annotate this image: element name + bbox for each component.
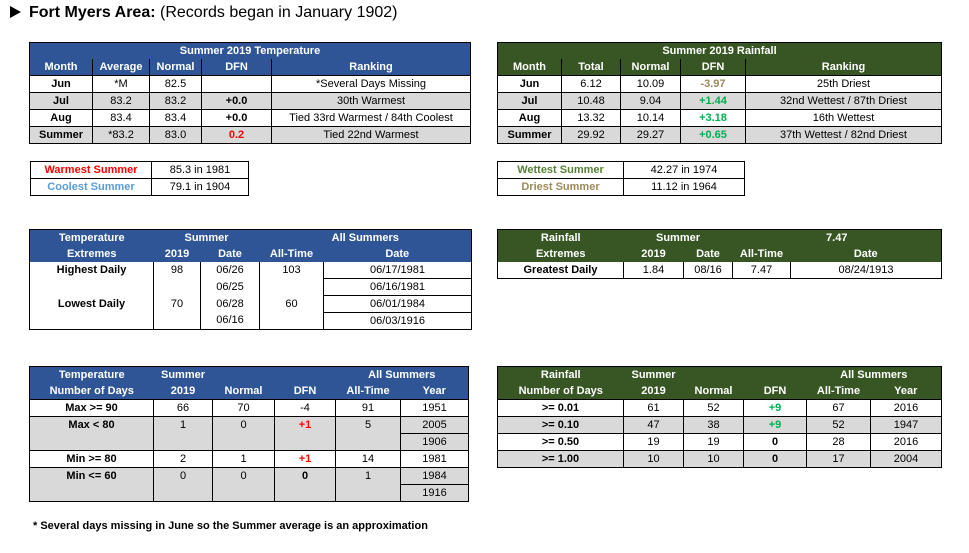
table-row: >= 0.01 61 52 +9 67 2016 (497, 399, 942, 417)
table-row: Driest Summer 11.12 in 1964 (497, 178, 745, 196)
page-title: Fort Myers Area: (Records began in Janua… (10, 4, 398, 22)
warmest-summer-value: 85.3 in 1981 (151, 161, 249, 179)
table-row: Jun *M 82.5 *Several Days Missing (29, 75, 471, 93)
summer-rainfall-caption: Summer 2019 Rainfall (497, 42, 942, 59)
triangle-bullet-icon (10, 6, 21, 18)
table-row: Lowest Daily 70 06/28 60 06/01/1984 (29, 295, 472, 313)
table-row: Min <= 60 0 0 0 1 1984 (29, 467, 469, 485)
temperature-days-table: Temperature Summer All Summers Number of… (29, 366, 469, 502)
table-row: 06/16 06/03/1916 (29, 312, 472, 330)
wettest-summer-label: Wettest Summer (497, 161, 624, 179)
table-row: Coolest Summer 79.1 in 1904 (30, 178, 249, 196)
driest-summer-label: Driest Summer (497, 178, 624, 196)
table-row: Jun 6.12 10.09 -3.97 25th Driest (497, 75, 942, 93)
col-ranking: Ranking (271, 59, 471, 76)
table-row: 1906 (29, 433, 469, 451)
summer-temperature-table: Summer 2019 Temperature Month Average No… (29, 42, 471, 144)
col-month: Month (29, 59, 93, 76)
summer-temperature-caption: Summer 2019 Temperature (29, 42, 471, 59)
table-row: Summer *83.2 83.0 0.2 Tied 22nd Warmest (29, 126, 471, 144)
rainfall-extremes-table: Rainfall Summer 7.47 Extremes 2019 Date … (497, 229, 942, 279)
table-row: >= 0.50 19 19 0 28 2016 (497, 433, 942, 451)
col-ranking: Ranking (745, 59, 942, 76)
table-row: Max >= 90 66 70 -4 91 1951 (29, 399, 469, 417)
table-row: Aug 13.32 10.14 +3.18 16th Wettest (497, 109, 942, 127)
table-row: Warmest Summer 85.3 in 1981 (30, 161, 249, 179)
table-row: Aug 83.4 83.4 +0.0 Tied 33rd Warmest / 8… (29, 109, 471, 127)
coolest-summer-label: Coolest Summer (30, 178, 152, 196)
table-row: Max < 80 1 0 +1 5 2005 (29, 416, 469, 434)
table-row: Highest Daily 98 06/26 103 06/17/1981 (29, 262, 472, 279)
table-row: 06/25 06/16/1981 (29, 278, 472, 296)
rainfall-records-table: Wettest Summer 42.27 in 1974 Driest Summ… (497, 161, 745, 196)
temperature-records-table: Warmest Summer 85.3 in 1981 Coolest Summ… (30, 161, 249, 196)
wettest-summer-value: 42.27 in 1974 (623, 161, 745, 179)
table-row: >= 0.10 47 38 +9 52 1947 (497, 416, 942, 434)
col-normal: Normal (620, 59, 681, 76)
summer-rainfall-table: Summer 2019 Rainfall Month Total Normal … (497, 42, 942, 144)
table-row: >= 1.00 10 10 0 17 2004 (497, 450, 942, 468)
col-average: Average (92, 59, 150, 76)
warmest-summer-label: Warmest Summer (30, 161, 152, 179)
table-row: Wettest Summer 42.27 in 1974 (497, 161, 745, 179)
table-row: Min >= 80 2 1 +1 14 1981 (29, 450, 469, 468)
table-row: 1916 (29, 484, 469, 502)
table-row: Greatest Daily 1.84 08/16 7.47 08/24/191… (497, 262, 942, 279)
col-dfn: DFN (201, 59, 272, 76)
col-total: Total (561, 59, 621, 76)
coolest-summer-value: 79.1 in 1904 (151, 178, 249, 196)
col-month: Month (497, 59, 562, 76)
col-normal: Normal (149, 59, 202, 76)
footnote: * Several days missing in June so the Su… (33, 520, 428, 532)
col-dfn: DFN (680, 59, 746, 76)
driest-summer-value: 11.12 in 1964 (623, 178, 745, 196)
table-row: Summer 29.92 29.27 +0.65 37th Wettest / … (497, 126, 942, 144)
temperature-extremes-table: Temperature Summer All Summers Extremes … (29, 229, 472, 330)
rainfall-days-table: Rainfall Summer All Summers Number of Da… (497, 366, 942, 468)
table-row: Jul 10.48 9.04 +1.44 32nd Wettest / 87th… (497, 92, 942, 110)
table-row: Jul 83.2 83.2 +0.0 30th Warmest (29, 92, 471, 110)
